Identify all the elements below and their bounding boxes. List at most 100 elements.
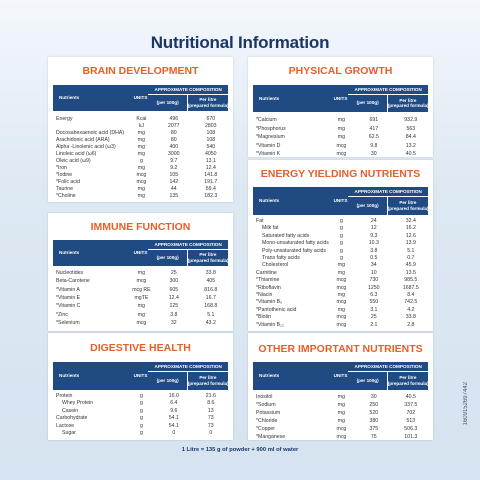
per-litre-value: 0 xyxy=(209,430,213,436)
per-100g-value: 25 xyxy=(170,270,177,276)
per-100g-value: 730 xyxy=(369,277,379,284)
per-litre-value: 12.4 xyxy=(205,165,216,171)
per-100g-value: 30 xyxy=(370,394,377,400)
per-litre-value: 16.2 xyxy=(405,225,416,232)
header-divider xyxy=(386,94,388,112)
per-litre-value: 182.3 xyxy=(204,193,218,199)
per-litre-value: 5.1 xyxy=(207,311,215,318)
per-litre-value: 8.4 xyxy=(407,292,415,298)
nutrient-name: Arachidonic acid (ARA) xyxy=(56,137,110,143)
header-per-litre: (prepared formula) xyxy=(187,102,229,108)
unit: mg xyxy=(137,303,146,310)
header-nutrients: Nutrients xyxy=(59,95,80,100)
nutrient-name: *Biotin xyxy=(256,314,271,321)
nutrient-name: *Iron xyxy=(56,165,67,171)
per-litre-value: 16.7 xyxy=(205,294,216,301)
per-100g-value: 12.4 xyxy=(168,294,179,301)
header-per-litre: Per litre xyxy=(399,200,417,205)
unit: mg xyxy=(337,306,346,313)
per-100g-value: 75 xyxy=(370,434,377,440)
per-litre-value: 108 xyxy=(206,130,216,136)
nutrient-name: Saturated fatty acids xyxy=(262,232,310,239)
panel-title: BRAIN DEVELOPMENT xyxy=(82,65,199,77)
per-100g-value: 3.8 xyxy=(170,311,178,318)
per-litre-value: 0.7 xyxy=(407,255,415,261)
per-litre-value: 12.6 xyxy=(405,232,416,239)
unit: mcg xyxy=(136,179,147,185)
unit: mcg xyxy=(336,277,347,284)
header-per-100g: (per 100g) xyxy=(156,254,179,260)
nutrient-name: *Vitamin B₁₂ xyxy=(256,321,284,328)
nutrient-name: *Vitamin B₆ xyxy=(256,299,283,306)
unit: mcg xyxy=(336,284,347,291)
nutrient-name: *Riboflavin xyxy=(256,284,281,291)
nutrient-name: *Folic acid xyxy=(56,179,80,185)
nutrient-name: *Vitamin K xyxy=(256,151,281,157)
per-litre-value: 4050 xyxy=(205,151,217,157)
header-nutrients: Nutrients xyxy=(259,198,280,203)
per-litre-value: 405 xyxy=(206,278,216,285)
header-per-100g: (per 100g) xyxy=(356,100,379,106)
unit: mg xyxy=(337,262,346,269)
nutrient-name: *Manganese xyxy=(256,434,286,440)
nutrient-name: Potassium xyxy=(256,410,281,416)
nutrient-name: *Thiamine xyxy=(256,277,280,284)
unit: mg xyxy=(337,125,346,132)
nutrient-name: *Chloride xyxy=(256,418,278,424)
per-litre-value: 985.5 xyxy=(404,277,418,284)
per-100g-value: 125 xyxy=(169,303,179,310)
unit: mcg xyxy=(136,172,147,178)
per-100g-value: 6.4 xyxy=(170,400,178,407)
per-litre-value: 13.5 xyxy=(405,269,416,276)
header-divider xyxy=(186,249,188,266)
per-100g-value: 496 xyxy=(169,116,179,122)
header-composition: APPROXIMATE COMPOSITION xyxy=(354,189,422,194)
header-per-100g: (per 100g) xyxy=(356,377,379,383)
per-litre-value: 32.4 xyxy=(405,218,416,224)
per-litre-value: 1687.5 xyxy=(402,284,419,291)
per-litre-value: 702 xyxy=(406,410,416,416)
nutrient-panel: ENERGY YIELDING NUTRIENTS Nutrients UNITS A… xyxy=(248,160,433,331)
nutrient-name: Cholesterol xyxy=(262,262,289,269)
header-per-100g: (per 100g) xyxy=(156,99,179,105)
per-100g-value: 605 xyxy=(169,286,179,293)
header-divider xyxy=(186,371,188,390)
nutrient-name: Sugar xyxy=(62,430,76,436)
header-units: UNITS xyxy=(333,373,348,378)
per-litre-value: 13.1 xyxy=(205,158,216,164)
per-100g-value: 25 xyxy=(370,314,377,321)
table-header: Nutrients UNITS APPROXIMATE COMPOSITION (pe… xyxy=(253,187,429,215)
per-100g-value: 375 xyxy=(369,426,379,432)
header-composition: APPROXIMATE COMPOSITION xyxy=(154,242,222,247)
unit: g xyxy=(339,218,343,224)
per-litre-value: 563 xyxy=(406,125,416,132)
per-litre-value: 108 xyxy=(206,137,216,143)
unit: mgTE xyxy=(134,294,149,301)
nutrient-panel: IMMUNE FUNCTION Nutrients UNITS APPROXIMATE… xyxy=(48,213,233,331)
per-100g-value: 3000 xyxy=(168,151,180,157)
per-100g-value: 2077 xyxy=(168,123,180,129)
unit: mcg xyxy=(336,299,347,306)
unit: Kcal xyxy=(136,116,147,122)
header-composition: APPROXIMATE COMPOSITION xyxy=(354,87,422,92)
header-per-litre: (prepared formula) xyxy=(387,380,429,386)
header-nutrients: Nutrients xyxy=(259,95,280,101)
header-rule xyxy=(348,195,428,197)
nutrient-name: *Calcium xyxy=(256,117,277,123)
unit: g xyxy=(139,393,143,399)
per-litre-value: 141.8 xyxy=(204,172,218,178)
nutrient-panel: OTHER IMPORTANT NUTRIENTS Nutrients UNITS A… xyxy=(248,333,433,440)
per-100g-value: 520 xyxy=(369,410,379,416)
unit: mcg xyxy=(336,321,347,328)
header-divider xyxy=(386,196,388,215)
nutrient-name: Inositol xyxy=(256,394,273,400)
unit: mg xyxy=(137,165,146,171)
header-per-100g: (per 100g) xyxy=(356,202,379,208)
per-litre-value: 2.8 xyxy=(407,321,415,328)
per-litre-value: 43.2 xyxy=(205,319,216,326)
header-per-litre: Per litre xyxy=(399,97,417,103)
nutrient-name: Alpha -Linolenic acid (ω3) xyxy=(56,144,116,150)
nutrient-name: Oleic acid (ω9) xyxy=(56,158,91,164)
nutrient-name: Nucleotides xyxy=(56,270,84,276)
